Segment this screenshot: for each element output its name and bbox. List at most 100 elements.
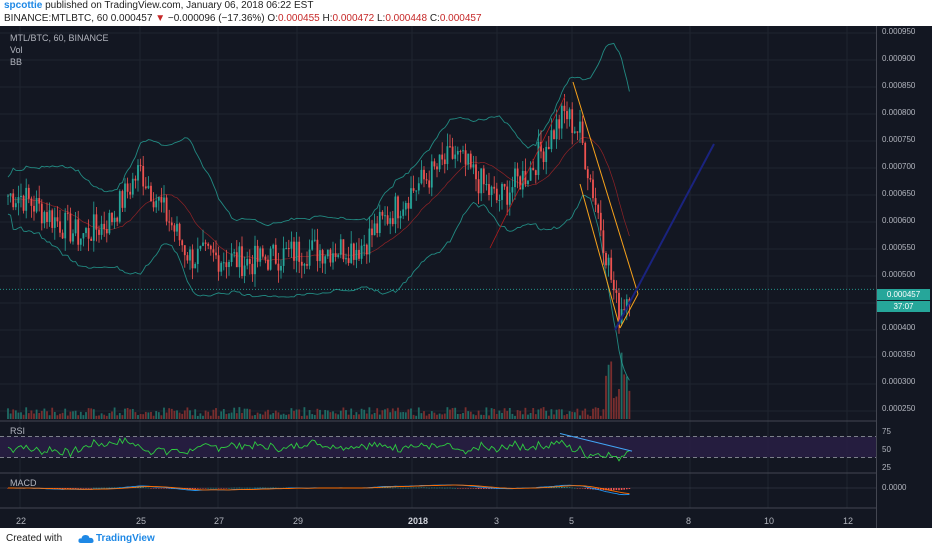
candle-body: [64, 212, 67, 239]
volume-bar: [238, 407, 241, 419]
volume-bar: [87, 408, 90, 419]
volume-bar: [394, 411, 397, 419]
price-tick: 0.000950: [882, 27, 916, 36]
volume-bar: [423, 411, 425, 419]
author-link[interactable]: spcottie: [4, 0, 43, 11]
volume-bar: [350, 408, 353, 419]
volume-bar: [342, 407, 345, 419]
macd-histogram-bar: [233, 487, 235, 489]
volume-bar: [355, 412, 358, 419]
candle-body: [313, 239, 316, 241]
macd-histogram-bar: [457, 488, 459, 489]
volume-bar: [459, 413, 462, 419]
macd-histogram-bar: [202, 488, 204, 489]
volume-bar: [436, 414, 438, 419]
volume-bar: [274, 410, 277, 419]
volume-bar: [368, 407, 371, 419]
macd-histogram-bar: [103, 487, 105, 489]
candle-body: [363, 244, 366, 246]
volume-bar: [90, 408, 93, 419]
time-tick: 2018: [408, 516, 429, 526]
volume-bar: [25, 407, 28, 419]
macd-histogram-bar: [561, 487, 563, 488]
candle-body: [345, 258, 347, 260]
high-label: H:: [322, 13, 333, 24]
candle-body: [30, 198, 33, 206]
volume-bar: [420, 413, 423, 419]
volume-bar: [430, 411, 433, 419]
volume-bar: [142, 414, 145, 419]
macd-histogram-bar: [615, 488, 618, 491]
price-axis[interactable]: [876, 26, 932, 528]
volume-bar: [290, 408, 293, 419]
volume-bar: [480, 414, 483, 419]
candle-body: [337, 254, 340, 257]
volume-bar: [454, 407, 457, 419]
macd-histogram-bar: [550, 487, 553, 488]
macd-histogram-bar: [470, 488, 472, 489]
macd-histogram-bar: [618, 488, 620, 491]
volume-bar: [482, 414, 485, 419]
volume-bar: [261, 414, 264, 419]
volume-bar: [545, 410, 548, 419]
candle-body: [378, 211, 381, 233]
macd-histogram-bar: [220, 488, 222, 489]
volume-bar: [399, 412, 402, 419]
volume-bar: [196, 415, 199, 419]
candle-body: [85, 228, 87, 234]
volume-bar: [555, 409, 558, 419]
close-label: C:: [429, 13, 440, 24]
candle-body: [121, 191, 124, 208]
candle-body: [254, 245, 256, 275]
volume-bar: [384, 409, 386, 419]
candle-body: [592, 179, 594, 199]
chart-legend-title: MTL/BTC, 60, BINANCE: [10, 33, 109, 43]
candle-body: [215, 252, 217, 256]
volume-bar: [529, 412, 532, 419]
symbol-info-bar: BINANCE:MTLBTC, 60 0.000457 ▼ −0.000096 …: [0, 12, 932, 26]
candle-body: [160, 196, 163, 203]
volume-bar: [12, 409, 15, 419]
candle-body: [407, 202, 410, 209]
volume-bar: [566, 414, 568, 419]
macd-histogram-bar: [389, 487, 391, 489]
candle-body: [371, 228, 373, 236]
volume-bar: [170, 408, 173, 419]
candle-body: [40, 203, 43, 224]
candle-body: [467, 153, 470, 165]
tradingview-brand-link[interactable]: TradingView: [96, 533, 155, 544]
candle-body: [454, 154, 457, 159]
macd-histogram-bar: [256, 487, 259, 489]
candle-body: [555, 119, 558, 140]
candle-body: [425, 179, 428, 181]
candle-body: [464, 150, 467, 165]
macd-histogram-bar: [431, 487, 433, 489]
candle-body: [280, 265, 282, 271]
chart-canvas[interactable]: [0, 26, 932, 528]
candle-body: [274, 244, 277, 264]
volume-bar: [33, 413, 35, 419]
macd-histogram-bar: [87, 488, 90, 489]
macd-histogram-bar: [386, 487, 389, 489]
candle-body: [261, 248, 264, 257]
trend-line-drawings[interactable]: [0, 81, 876, 331]
candle-body: [118, 191, 121, 222]
rsi-line: [7, 437, 630, 462]
chart-area[interactable]: MTL/BTC, 60, BINANCE Vol BB RSI MACD 0.0…: [0, 26, 932, 528]
candle-body: [516, 168, 519, 177]
volume-bar: [118, 413, 121, 419]
macd-histogram-bar: [139, 487, 142, 488]
macd-histogram-bar: [454, 487, 456, 489]
volume-bar: [376, 408, 379, 419]
candle-body: [222, 262, 225, 264]
candle-body: [350, 243, 353, 263]
price-tick: 0.000550: [882, 243, 916, 252]
macd-histogram-bar: [98, 487, 100, 489]
candle-body: [298, 241, 301, 262]
candle-body: [155, 200, 158, 208]
volume-bar: [100, 413, 103, 419]
volume-bar: [532, 408, 535, 419]
price-tick: 0.000850: [882, 81, 916, 90]
candle-body: [59, 221, 61, 233]
macd-histogram-bar: [483, 488, 485, 489]
